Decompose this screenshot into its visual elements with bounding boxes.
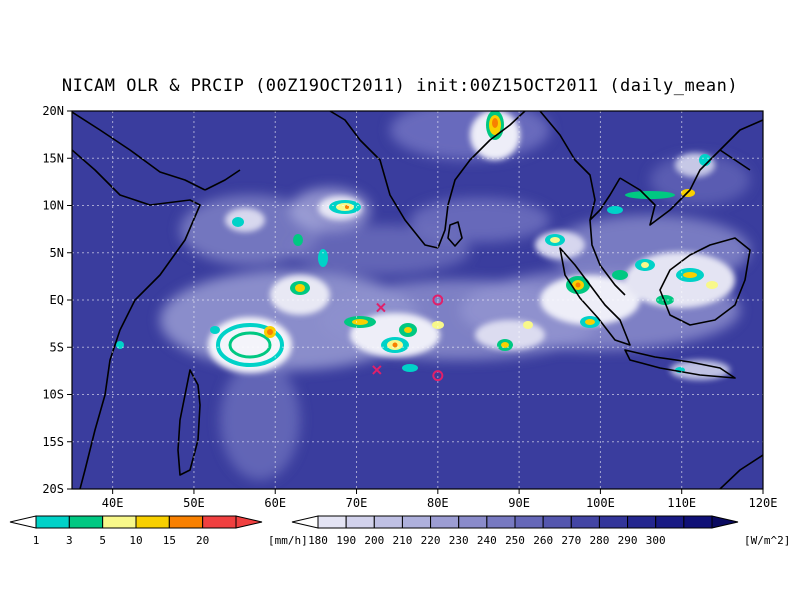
coastline-indochina [619,119,763,226]
lon-tick-label: 40E [102,496,124,510]
olr-colorbar-label: 220 [421,534,441,547]
lon-tick-label: 70E [346,496,368,510]
lat-tick-label: 15N [42,151,64,165]
coastline-india-west [329,111,439,249]
precip-colorbar-label: 15 [163,534,176,547]
axis-ticks: 20N 15N 10N 5N EQ 5S 10S 15S 20S 40E 50E 60E 70E 80E 9… [42,104,777,510]
map-area [72,111,763,489]
lon-tick-label: 50E [183,496,205,510]
precip-colorbar-label: 5 [99,534,106,547]
olr-colorbar-swatch [627,515,657,529]
lat-tick-label: 5S [50,340,64,354]
lat-tick-label: 10S [42,388,64,402]
olr-colorbar-swatch [683,515,713,529]
precip-cluster [116,154,711,373]
coastline-java [624,349,736,379]
precip-colorbar-swatch [68,515,104,529]
olr-colorbar-label: 270 [561,534,581,547]
olr-colorbar: 180 190 200 210 220 230 240 250 260 270 280 290 300 [… [291,515,790,547]
coastline-philippines [719,149,751,171]
coastline-sumatra [559,247,631,346]
precip-colorbar-low-arrow [9,515,37,529]
olr-colorbar-swatch [542,515,572,529]
precip-colorbar-swatch [35,515,70,529]
olr-colorbar-swatch [401,515,432,529]
precip-colorbar-swatch [135,515,170,529]
olr-colorbar-label: 230 [449,534,469,547]
coastline-india-east [437,111,526,249]
coastline-sri-lanka [447,221,463,247]
cross-marker [376,302,386,313]
olr-colorbar-swatch [430,515,460,529]
precip-cluster [344,316,444,372]
olr-colorbar-swatch [570,515,600,529]
lon-tick-label: 90E [508,496,530,510]
olr-colorbar-swatch [317,515,347,529]
chart-title: NICAM OLR & PRCIP (00Z19OCT2011) init:00… [61,76,739,96]
olr-colorbar-unit: [W/m^2] [744,534,790,547]
lat-tick-label: 20S [42,482,64,496]
olr-colorbar-label: 260 [533,534,553,547]
precip-colorbar-label: 10 [129,534,142,547]
lon-tick-label: 80E [427,496,449,510]
coastlines [72,111,763,489]
coastline-arabia-east [204,169,241,191]
coastline-borneo [659,237,751,326]
olr-colorbar-label: 300 [646,534,666,547]
precip-colorbar-label: 20 [196,534,209,547]
lat-tick-label: 15S [42,435,64,449]
precip-cluster [329,200,361,214]
olr-colorbar-label: 180 [308,534,328,547]
circle-marker [432,370,444,382]
precip-cluster [232,217,328,295]
precip-colorbar-label: 3 [66,534,73,547]
precip-field [116,111,718,373]
precip-colorbar: 1 3 5 10 15 20 [mm/h] [9,515,308,547]
olr-colorbar-label: 200 [364,534,384,547]
coastline-arabia [72,111,206,191]
olr-colorbar-label: 280 [589,534,609,547]
circle-marker [432,294,444,306]
lon-tick-label: 100E [586,496,615,510]
precip-colorbar-label: 1 [33,534,40,547]
lon-tick-label: 120E [749,496,778,510]
precip-cluster [497,234,565,351]
lat-tick-label: 5N [50,246,64,260]
grid-lines [72,111,763,489]
station-markers [372,294,444,382]
olr-colorbar-swatch [345,515,375,529]
lat-tick-label: 10N [42,199,64,213]
olr-colorbar-label: 250 [505,534,525,547]
olr-colorbar-label: 240 [477,534,497,547]
olr-colorbar-label: 290 [618,534,638,547]
coastline-myanmar [539,111,621,221]
precip-colorbar-swatch [202,515,237,529]
cross-marker [372,365,382,375]
olr-colorbar-high-arrow [711,515,739,529]
lat-tick-label: 20N [42,104,64,118]
lon-tick-label: 60E [264,496,286,510]
lon-tick-label: 110E [667,496,696,510]
olr-colorbar-swatch [514,515,544,529]
precip-colorbar-swatch [168,515,204,529]
olr-colorbar-swatch [486,515,516,529]
olr-colorbar-low-arrow [291,515,319,529]
precip-ring-system [210,323,284,367]
coastline-africa [72,149,201,489]
coastline-malay [589,219,626,296]
olr-colorbar-swatch [458,515,488,529]
olr-colorbar-swatch [373,515,403,529]
precip-colorbar-unit: [mm/h] [268,534,308,547]
coastline-australia [719,454,763,489]
lat-tick-label: EQ [50,293,64,307]
olr-colorbar-swatch [655,515,685,529]
precip-cluster [566,259,718,328]
precip-colorbar-high-arrow [235,515,263,529]
precip-colorbar-swatch [102,515,137,529]
olr-colorbar-swatch [598,515,629,529]
olr-colorbar-label: 190 [336,534,356,547]
olr-colorbar-label: 210 [392,534,412,547]
